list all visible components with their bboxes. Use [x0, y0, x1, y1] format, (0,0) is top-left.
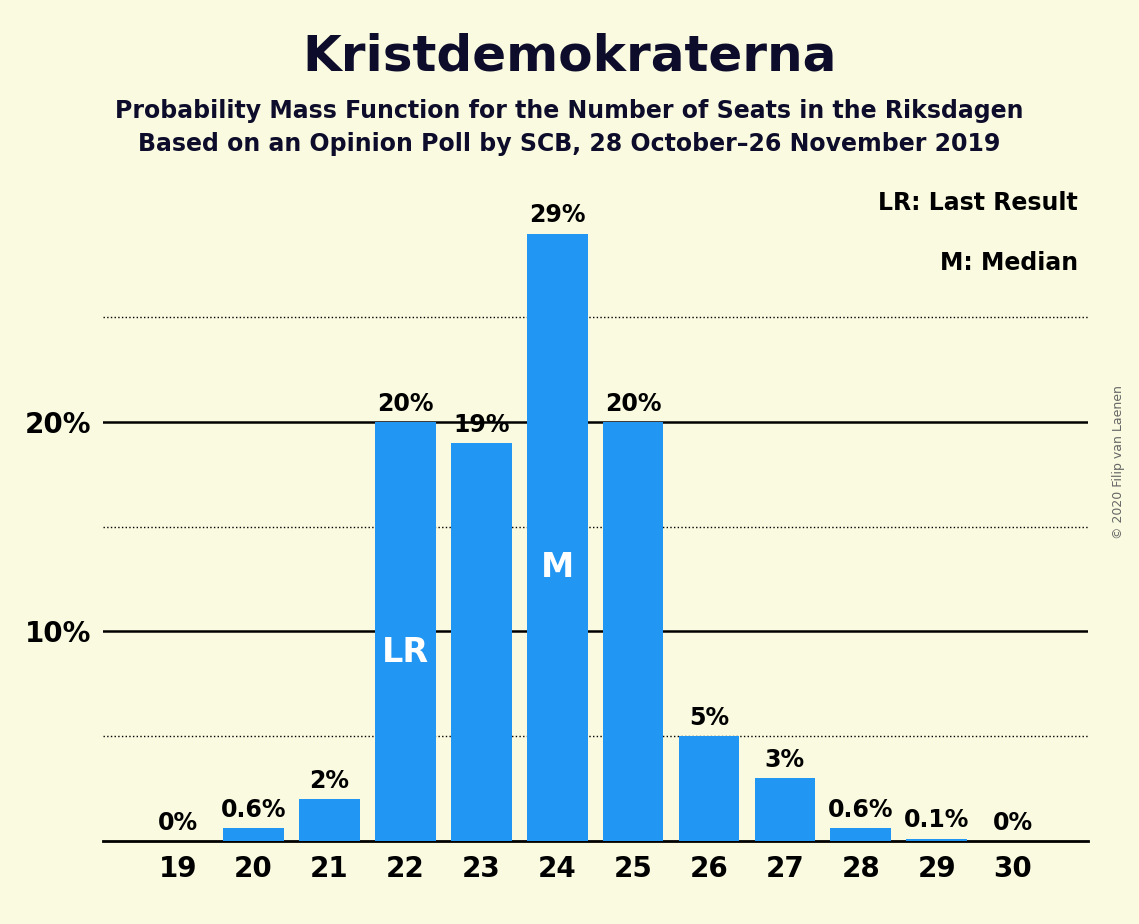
Bar	[223, 828, 284, 841]
Bar	[907, 839, 967, 841]
Text: 3%: 3%	[764, 748, 805, 772]
Text: Based on an Opinion Poll by SCB, 28 October–26 November 2019: Based on an Opinion Poll by SCB, 28 Octo…	[138, 132, 1001, 156]
Text: 19%: 19%	[453, 413, 509, 437]
Bar	[300, 799, 360, 841]
Bar	[754, 778, 816, 841]
Text: 29%: 29%	[528, 203, 585, 227]
Bar	[603, 422, 663, 841]
Text: LR: LR	[382, 636, 429, 669]
Bar	[451, 444, 511, 841]
Text: 20%: 20%	[377, 392, 434, 416]
Text: 0%: 0%	[157, 810, 198, 834]
Text: © 2020 Filip van Laenen: © 2020 Filip van Laenen	[1112, 385, 1125, 539]
Text: M: Median: M: Median	[940, 251, 1077, 275]
Bar	[375, 422, 436, 841]
Text: 0%: 0%	[992, 810, 1033, 834]
Bar	[527, 234, 588, 841]
Text: 2%: 2%	[310, 769, 350, 793]
Text: Kristdemokraterna: Kristdemokraterna	[302, 32, 837, 80]
Text: 0.6%: 0.6%	[221, 798, 286, 822]
Text: 20%: 20%	[605, 392, 662, 416]
Text: 5%: 5%	[689, 706, 729, 730]
Text: 0.6%: 0.6%	[828, 798, 893, 822]
Text: M: M	[541, 551, 574, 584]
Text: 0.1%: 0.1%	[904, 808, 969, 833]
Bar	[679, 736, 739, 841]
Bar	[830, 828, 891, 841]
Text: LR: Last Result: LR: Last Result	[878, 191, 1077, 215]
Text: Probability Mass Function for the Number of Seats in the Riksdagen: Probability Mass Function for the Number…	[115, 99, 1024, 123]
